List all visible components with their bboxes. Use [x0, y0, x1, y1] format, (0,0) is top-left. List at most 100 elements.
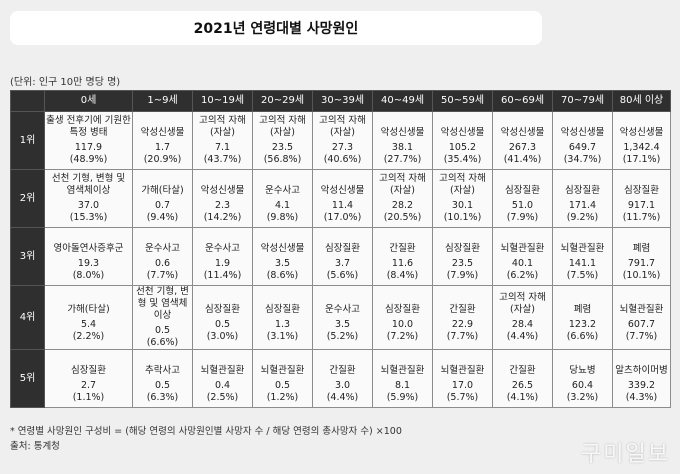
percent-text: (6.6%) — [566, 331, 599, 342]
percent-text: (9.8%) — [266, 212, 299, 223]
value-text: 0.5 — [154, 325, 171, 336]
cell-content: 고의적 자해(자살) 23.5 (56.8%) — [254, 115, 311, 166]
value-text: 38.1 — [391, 142, 414, 153]
unit-note: (단위: 인구 10만 명당 명) — [10, 77, 121, 88]
notes: * 연령별 사망원인 구성비 = (해당 연령의 사망원인별 사망자 수 / 해… — [10, 424, 402, 454]
percent-text: (9.2%) — [566, 212, 599, 223]
percent-text: (5.9%) — [386, 392, 419, 403]
cell-content: 심장질환 10.0 (7.2%) — [374, 292, 431, 343]
cell-content: 당뇨병 60.4 (3.2%) — [554, 353, 611, 404]
value-text: 0.6 — [154, 258, 171, 269]
cell-content: 선천 기형, 변형 및 염색체이상 37.0 (15.3%) — [46, 173, 131, 224]
table-cell: 뇌혈관질환 0.5 (1.2%) — [252, 349, 313, 408]
cell-content: 악성신생물 267.3 (41.4%) — [494, 115, 551, 166]
value-text: 27.3 — [331, 142, 354, 153]
percent-text: (8.6%) — [266, 270, 299, 281]
cell-content: 뇌혈관질환 17.0 (5.7%) — [434, 353, 491, 404]
cell-content: 악성신생물 38.1 (27.7%) — [374, 115, 431, 166]
cause-text: 간질환 — [449, 304, 476, 315]
table-cell: 운수사고 3.5 (5.2%) — [312, 285, 373, 350]
table-cell: 악성신생물 1,342.4 (17.1%) — [612, 111, 671, 170]
cause-text: 알츠하이머병 — [615, 365, 668, 376]
header-cell: 70~79세 — [552, 90, 613, 112]
value-text: 3.7 — [334, 258, 351, 269]
cell-content: 뇌혈관질환 0.4 (2.5%) — [194, 353, 251, 404]
table-row: 4위 가해(타살) 5.4 (2.2%) 선천 기형, 변형 및 염색체이상 0.5 (6.… — [10, 285, 671, 350]
cause-text: 고의적 자해(자살) — [319, 115, 366, 138]
cause-text: 간질환 — [509, 365, 536, 376]
percent-text: (6.3%) — [146, 392, 179, 403]
table-cell: 뇌혈관질환 40.1 (6.2%) — [492, 227, 553, 286]
cell-content: 간질환 11.6 (8.4%) — [374, 231, 431, 282]
cell-content: 폐렴 791.7 (10.1%) — [614, 231, 669, 282]
rank-cell: 1위 — [10, 111, 45, 170]
table-cell: 고의적 자해(자살) 7.1 (43.7%) — [192, 111, 253, 170]
percent-text: (6.6%) — [146, 337, 179, 348]
table-cell: 고의적 자해(자살) 28.4 (4.4%) — [492, 285, 553, 350]
percent-text: (4.3%) — [625, 392, 658, 403]
cell-content: 심장질환 51.0 (7.9%) — [494, 173, 551, 224]
header-cell: 10~19세 — [192, 90, 253, 112]
value-text: 917.1 — [627, 200, 656, 211]
value-text: 10.0 — [391, 319, 414, 330]
cause-text: 심장질환 — [565, 185, 600, 196]
cause-text: 가해(타살) — [141, 185, 184, 196]
header-row: 0세 1~9세 10~19세 20~29세 30~39세 40~49세 50~5… — [10, 90, 671, 112]
cell-content: 심장질환 171.4 (9.2%) — [554, 173, 611, 224]
table-cell: 간질환 3.0 (4.4%) — [312, 349, 373, 408]
value-text: 3.0 — [334, 380, 351, 391]
table-cell: 심장질환 1.3 (3.1%) — [252, 285, 313, 350]
percent-text: (7.5%) — [566, 270, 599, 281]
cell-content: 운수사고 4.1 (9.8%) — [254, 173, 311, 224]
percent-text: (20.5%) — [383, 212, 422, 223]
percent-text: (4.4%) — [506, 331, 539, 342]
value-text: 1,342.4 — [623, 142, 660, 153]
cause-text: 악성신생물 — [560, 127, 605, 138]
table-cell: 악성신생물 105.2 (35.4%) — [432, 111, 493, 170]
table-cell: 악성신생물 38.1 (27.7%) — [372, 111, 433, 170]
cause-text: 출생 전후기에 기원한 특정 병태 — [46, 115, 131, 138]
cause-text: 고의적 자해(자살) — [499, 292, 546, 315]
cause-text: 악성신생물 — [619, 127, 664, 138]
table-cell: 악성신생물 11.4 (17.0%) — [312, 169, 373, 228]
header-cell — [10, 90, 45, 112]
table-cell: 출생 전후기에 기원한 특정 병태 117.9 (48.9%) — [44, 111, 133, 170]
value-text: 5.4 — [80, 319, 97, 330]
cause-text: 심장질환 — [71, 365, 106, 376]
value-text: 8.1 — [394, 380, 411, 391]
percent-text: (7.9%) — [506, 212, 539, 223]
table-cell: 뇌혈관질환 17.0 (5.7%) — [432, 349, 493, 408]
value-text: 30.1 — [451, 200, 474, 211]
percent-text: (15.3%) — [69, 212, 108, 223]
cell-content: 심장질환 917.1 (11.7%) — [614, 173, 669, 224]
cell-content: 심장질환 23.5 (7.9%) — [434, 231, 491, 282]
percent-text: (43.7%) — [203, 154, 242, 165]
value-text: 11.6 — [391, 258, 414, 269]
header-cell: 1~9세 — [132, 90, 193, 112]
value-text: 60.4 — [571, 380, 594, 391]
value-text: 2.3 — [214, 200, 231, 211]
table-row: 5위 심장질환 2.7 (1.1%) 추락사고 0.5 (6.3%) 뇌혈관질환 0.4 (2.5… — [10, 349, 671, 408]
value-text: 4.1 — [274, 200, 291, 211]
cause-text: 심장질환 — [445, 243, 480, 254]
cause-text: 심장질환 — [205, 304, 240, 315]
table-cell: 간질환 26.5 (4.1%) — [492, 349, 553, 408]
cell-content: 악성신생물 1.7 (20.9%) — [134, 115, 191, 166]
cause-text: 고의적 자해(자살) — [379, 173, 426, 196]
cause-text: 악성신생물 — [200, 185, 245, 196]
value-text: 0.7 — [154, 200, 171, 211]
percent-text: (14.2%) — [203, 212, 242, 223]
cell-content: 간질환 26.5 (4.1%) — [494, 353, 551, 404]
table-cell: 당뇨병 60.4 (3.2%) — [552, 349, 613, 408]
header-cell: 40~49세 — [372, 90, 433, 112]
percent-text: (5.7%) — [446, 392, 479, 403]
cell-content: 고의적 자해(자살) 7.1 (43.7%) — [194, 115, 251, 166]
cell-content: 간질환 3.0 (4.4%) — [314, 353, 371, 404]
rank-cell: 2위 — [10, 169, 45, 228]
cause-text: 악성신생물 — [320, 185, 365, 196]
cell-content: 고의적 자해(자살) 27.3 (40.6%) — [314, 115, 371, 166]
table-cell: 악성신생물 649.7 (34.7%) — [552, 111, 613, 170]
percent-text: (10.1%) — [622, 270, 661, 281]
cause-text: 심장질환 — [505, 185, 540, 196]
cell-content: 추락사고 0.5 (6.3%) — [134, 353, 191, 404]
